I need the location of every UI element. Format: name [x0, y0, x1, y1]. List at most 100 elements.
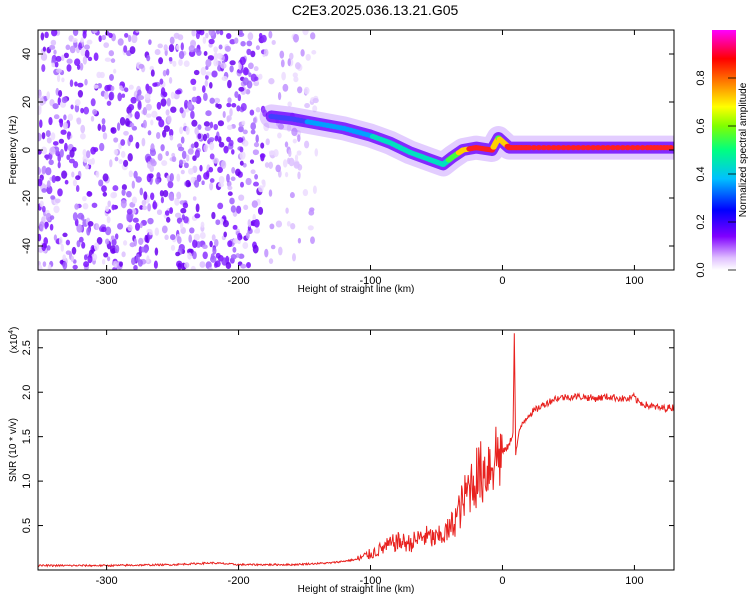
spectrogram-noise-cell: [179, 126, 184, 135]
spectrogram-noise-cell: [179, 221, 184, 230]
spectrogram-noise-cell: [203, 92, 208, 102]
spectrogram-noise-cell: [150, 143, 155, 152]
spectrogram-signal-cell: [619, 145, 627, 151]
spectrogram-y-tick-label: 20: [21, 96, 33, 108]
spectrogram-noise-cell: [41, 132, 46, 140]
spectrogram-noise-cell: [293, 33, 299, 43]
spectrogram-noise-cell: [72, 179, 77, 187]
spectrogram-noise-cell: [121, 188, 126, 196]
spectrogram-noise-cell: [110, 127, 117, 134]
spectrogram-noise-cell: [124, 32, 129, 38]
spectrogram-noise-cell: [128, 134, 134, 143]
spectrogram-noise-cell: [39, 221, 45, 229]
spectrogram-noise-cell: [160, 196, 165, 204]
spectrogram-noise-cell: [229, 108, 233, 117]
spectrogram-noise-cell: [141, 199, 147, 206]
spectrogram-signal-cell: [594, 145, 602, 151]
spectrogram-noise-cell: [169, 173, 174, 182]
spectrogram-noise-cell: [127, 34, 132, 43]
spectrogram-noise-cell: [166, 216, 171, 223]
spectrogram-noise-cell: [128, 170, 133, 178]
snr-frame: [37, 329, 675, 571]
spectrogram-noise-cell: [62, 254, 67, 262]
spectrogram-noise-cell: [169, 36, 175, 45]
spectrogram-noise-cell: [247, 32, 254, 41]
spectrogram-noise-cell: [200, 66, 207, 76]
spectrogram-noise-cell: [212, 246, 217, 255]
spectrogram-noise-cell: [223, 145, 229, 154]
snr-x-tick-label: 100: [625, 575, 643, 587]
spectrogram-noise-cell: [146, 173, 152, 183]
spectrogram-noise-cell: [168, 56, 173, 62]
spectrogram-noise-cell: [190, 265, 196, 270]
spectrogram-noise-cell: [106, 216, 111, 224]
spectrogram-noise-cell: [186, 154, 190, 162]
spectrogram-noise-cell: [305, 53, 311, 61]
spectrogram-signal: [259, 104, 674, 177]
spectrogram-signal-cell: [545, 145, 552, 151]
spectrogram-noise-cell: [230, 205, 237, 213]
snr-series-line: [38, 333, 674, 568]
spectrogram-noise-cell: [205, 32, 209, 39]
spectrogram-noise-cell: [131, 196, 138, 204]
spectrogram-noise-cell: [188, 103, 193, 110]
spectrogram-noise-cell: [231, 149, 235, 155]
spectrogram-noise-cell: [304, 140, 310, 149]
spectrogram-noise-cell: [297, 237, 302, 244]
spectrogram-noise-cell: [238, 194, 245, 201]
spectrogram-noise-cell: [39, 119, 43, 128]
spectrogram-noise-cell: [75, 184, 80, 193]
spectrogram-signal-cell: [540, 145, 547, 151]
spectrogram-noise-cell: [69, 149, 75, 158]
spectrogram-noise-cell: [282, 83, 289, 92]
spectrogram-signal-cell: [590, 145, 597, 151]
spectrogram-noise-cell: [213, 123, 219, 131]
spectrogram-noise-cell: [310, 32, 316, 40]
spectrogram-noise-cell: [213, 58, 219, 67]
spectrogram-noise-cell: [180, 207, 187, 214]
spectrogram-noise-cell: [185, 126, 190, 135]
spectrogram-noise-cell: [54, 61, 59, 68]
spectrogram-noise-cell: [191, 96, 198, 103]
spectrogram-noise-cell: [205, 58, 212, 68]
spectrogram-noise-cell: [178, 159, 184, 166]
spectrogram-noise-cell: [238, 125, 244, 133]
spectrogram-noise-cell: [250, 129, 256, 135]
spectrogram-signal-cell: [570, 145, 577, 151]
spectrogram-noise-cell: [144, 234, 149, 243]
spectrogram-noise-cell: [242, 242, 249, 249]
spectrogram-noise-cell: [71, 171, 75, 178]
spectrogram-noise-cell: [231, 167, 236, 174]
spectrogram-noise-cell: [61, 170, 68, 179]
spectrogram-noise-cell: [108, 91, 115, 101]
spectrogram-noise-cell: [287, 58, 291, 67]
spectrogram-noise-cell: [80, 124, 86, 134]
spectrogram-noise-cell: [98, 179, 104, 187]
spectrogram-signal-cell: [575, 145, 582, 151]
spectrogram-noise-cell: [72, 212, 78, 221]
spectrogram-noise-cell: [104, 84, 111, 92]
spectrogram-noise-cell: [62, 261, 68, 270]
spectrogram-noise-cell: [96, 237, 103, 245]
spectrogram-noise-cell: [190, 143, 195, 149]
spectrogram-noise-cell: [119, 85, 123, 91]
spectrogram-noise-cell: [277, 92, 282, 101]
spectrogram-noise-cell: [40, 32, 45, 41]
spectrogram-noise-cell: [87, 254, 93, 264]
spectrogram-noise-cell: [38, 166, 41, 176]
spectrogram-noise-cell: [93, 242, 100, 251]
spectrogram-noise-cell: [175, 251, 181, 257]
spectrogram-noise-cell: [226, 173, 230, 183]
spectrogram-noise-cell: [169, 134, 174, 141]
spectrogram-noise-cell: [111, 204, 116, 211]
spectrogram-noise-cell: [150, 159, 157, 167]
spectrogram-noise-cell: [226, 102, 232, 108]
spectrogram-noise-cell: [42, 261, 47, 267]
spectrogram-noise-cell: [260, 142, 265, 149]
spectrogram-noise-cell: [303, 86, 310, 95]
spectrogram-noise-cell: [196, 174, 202, 182]
spectrogram-noise-cell: [236, 105, 241, 112]
spectrogram-noise-cell: [211, 70, 218, 78]
spectrogram-noise-cell: [209, 182, 214, 191]
spectrogram-noise-cell: [46, 180, 51, 188]
